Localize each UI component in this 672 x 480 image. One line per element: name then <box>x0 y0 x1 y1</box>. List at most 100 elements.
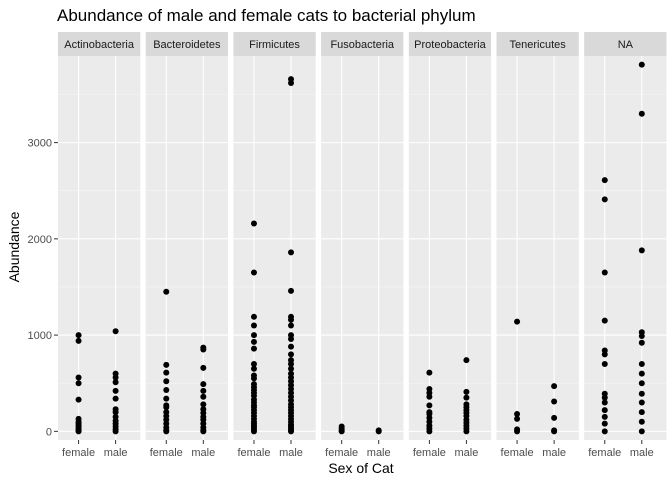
data-point <box>601 360 608 367</box>
data-point <box>250 322 257 329</box>
data-point <box>601 407 608 414</box>
data-point <box>250 332 257 339</box>
data-point <box>288 322 295 329</box>
data-point <box>638 333 645 340</box>
panel-background <box>58 56 141 440</box>
data-point <box>112 379 119 386</box>
data-point <box>601 317 608 324</box>
facet-panel: Actinobacteria female male <box>58 32 141 459</box>
y-axis: 0 1000 2000 3000 <box>28 138 58 438</box>
data-point <box>288 351 295 358</box>
strip-background <box>58 32 141 56</box>
strip-label: Firmicutes <box>249 39 300 51</box>
data-point <box>75 428 82 435</box>
x-tick-label: male <box>367 447 391 459</box>
panel-background <box>496 56 579 440</box>
facet-panels: Actinobacteria female male Bacteroidetes fem… <box>58 32 667 459</box>
data-point <box>514 428 521 435</box>
data-point <box>250 269 257 276</box>
data-point <box>338 428 345 435</box>
data-point <box>638 399 645 406</box>
data-point <box>601 399 608 406</box>
data-point <box>163 428 170 435</box>
data-point <box>200 346 207 353</box>
data-point <box>112 395 119 402</box>
chart-title: Abundance of male and female cats to bac… <box>57 6 476 25</box>
data-point <box>638 409 645 416</box>
x-tick-label: female <box>325 447 358 459</box>
data-point <box>551 398 558 405</box>
data-point <box>601 413 608 420</box>
data-point <box>638 418 645 425</box>
data-point <box>75 337 82 344</box>
data-point <box>601 420 608 427</box>
data-point <box>250 360 257 367</box>
x-tick-label: male <box>279 447 303 459</box>
strip-label: Fusobacteria <box>330 39 394 51</box>
data-point <box>551 428 558 435</box>
data-point <box>601 196 608 203</box>
data-point <box>288 335 295 342</box>
data-point <box>426 428 433 435</box>
y-axis-title: Abundance <box>6 211 22 282</box>
data-point <box>638 390 645 397</box>
data-point <box>601 351 608 358</box>
data-point <box>463 394 470 401</box>
data-point <box>163 386 170 393</box>
data-point <box>250 345 257 352</box>
data-point <box>112 409 119 416</box>
data-point <box>463 357 470 364</box>
data-point <box>463 388 470 395</box>
facet-panel: Firmicutes female male <box>233 32 316 459</box>
data-point <box>288 287 295 294</box>
data-point <box>638 247 645 254</box>
data-point <box>163 369 170 376</box>
strip-label: Proteobacteria <box>414 39 486 51</box>
data-point <box>638 339 645 346</box>
data-point <box>463 428 470 435</box>
x-tick-label: male <box>104 447 128 459</box>
data-point <box>112 387 119 394</box>
data-point <box>200 393 207 400</box>
data-point <box>288 249 295 256</box>
y-tick-label: 3000 <box>28 138 52 150</box>
panel-background <box>233 56 316 440</box>
strip-label: Tenericutes <box>510 39 567 51</box>
data-point <box>200 364 207 371</box>
data-point <box>638 370 645 377</box>
x-tick-label: male <box>630 447 654 459</box>
data-point <box>601 177 608 184</box>
data-point <box>426 393 433 400</box>
data-point <box>75 380 82 387</box>
data-point <box>75 374 82 381</box>
data-point <box>200 387 207 394</box>
data-point <box>288 365 295 372</box>
facet-panel: Proteobacteria female male <box>408 32 492 459</box>
data-point <box>288 360 295 367</box>
panel-background <box>584 56 667 440</box>
data-point <box>112 428 119 435</box>
data-point <box>288 343 295 350</box>
facet-panel: NA female male <box>584 32 667 459</box>
data-point <box>601 269 608 276</box>
strip-background <box>233 32 316 56</box>
facet-panel: Fusobacteria female male <box>321 32 404 459</box>
data-point <box>163 288 170 295</box>
data-point <box>163 361 170 368</box>
strip-background <box>408 32 492 56</box>
data-point <box>514 411 521 418</box>
data-point <box>163 395 170 402</box>
data-point <box>601 394 608 401</box>
data-point <box>288 428 295 435</box>
y-tick-label: 1000 <box>28 330 52 342</box>
panel-background <box>145 56 228 440</box>
data-point <box>250 220 257 227</box>
strip-label: NA <box>618 39 634 51</box>
x-tick-label: female <box>150 447 183 459</box>
strip-background <box>496 32 579 56</box>
data-point <box>288 316 295 323</box>
y-tick-label: 0 <box>46 426 52 438</box>
x-tick-label: female <box>62 447 95 459</box>
data-point <box>638 380 645 387</box>
